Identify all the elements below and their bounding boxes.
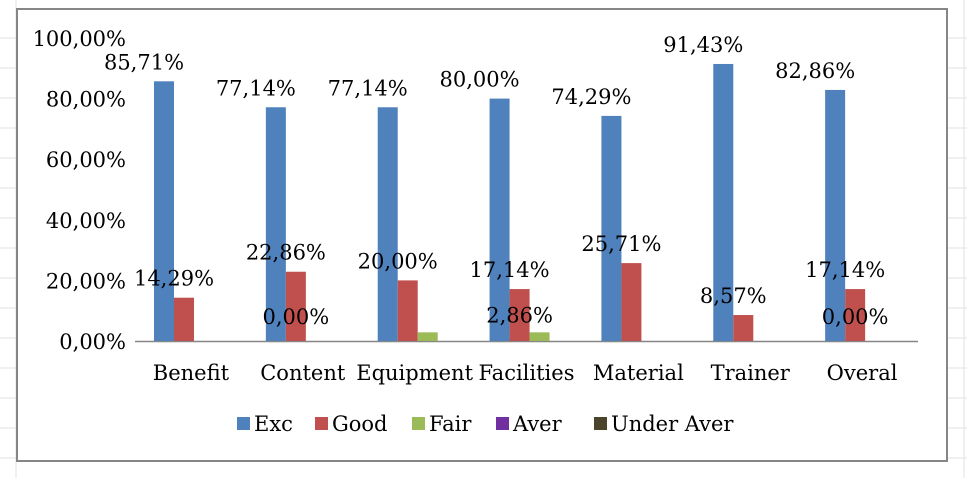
y-tick-label: 20,00% <box>46 269 126 293</box>
data-label-good: 8,57% <box>700 284 767 308</box>
bar-exc[interactable] <box>825 89 846 341</box>
x-tick-label: Material <box>593 361 684 385</box>
data-label-fair: 2,86% <box>486 303 553 327</box>
data-label-good: 17,14% <box>805 258 885 282</box>
data-label-exc: 74,29% <box>551 85 631 109</box>
bar-exc[interactable] <box>713 63 734 341</box>
legend-label[interactable]: Under Aver <box>611 412 734 436</box>
legend-label[interactable]: Exc <box>254 412 293 436</box>
y-tick-label: 0,00% <box>59 330 126 354</box>
data-label-exc: 85,71% <box>104 50 184 74</box>
bar-good[interactable] <box>621 263 642 341</box>
x-tick-label: Facilities <box>479 361 575 385</box>
legend-label[interactable]: Good <box>332 412 388 436</box>
bar-exc[interactable] <box>489 98 510 341</box>
bar-good[interactable] <box>397 280 418 341</box>
bars <box>154 63 866 341</box>
data-labels: 85,71% 77,14% 77,14% 80,00% 74,29% 91,43% 82,8… <box>104 33 889 329</box>
data-label-good: 20,00% <box>358 249 438 273</box>
data-label-fair: 0,00% <box>262 305 329 329</box>
bar-fair[interactable] <box>417 332 438 341</box>
axes: 0,00% 20,00% 40,00% 60,00% 80,00% 100,00% Bene… <box>33 27 918 385</box>
data-label-exc: 77,14% <box>328 76 408 100</box>
bar-exc[interactable] <box>601 115 622 341</box>
legend-swatch <box>594 417 607 430</box>
legend[interactable]: Exc Good Fair Aver Under Aver <box>237 412 734 436</box>
legend-label[interactable]: Fair <box>429 412 472 436</box>
bar-good[interactable] <box>733 315 754 341</box>
data-label-good: 25,71% <box>581 232 661 256</box>
legend-label[interactable]: Aver <box>512 412 563 436</box>
bar-good[interactable] <box>285 271 306 341</box>
y-tick-label: 40,00% <box>46 209 126 233</box>
bar-fair[interactable] <box>529 332 550 341</box>
data-label-exc: 80,00% <box>440 68 520 92</box>
data-label-exc: 77,14% <box>216 76 296 100</box>
legend-swatch <box>496 417 509 430</box>
bar-exc[interactable] <box>377 107 398 341</box>
x-tick-label: Benefit <box>153 361 230 385</box>
legend-swatch <box>412 417 425 430</box>
bar-exc[interactable] <box>265 107 286 341</box>
legend-swatch <box>237 417 250 430</box>
x-tick-label: Equipment <box>356 361 473 385</box>
x-tick-label: Content <box>260 361 346 385</box>
data-label-good: 14,29% <box>134 267 214 291</box>
bar-good[interactable] <box>845 289 866 341</box>
bar-exc[interactable] <box>154 81 174 341</box>
data-label-exc: 82,86% <box>775 59 855 83</box>
data-label-exc: 91,43% <box>663 33 743 57</box>
x-tick-label: Overal <box>827 361 898 385</box>
legend-swatch <box>315 417 328 430</box>
y-tick-label: 80,00% <box>46 88 126 112</box>
y-tick-label: 100,00% <box>33 27 126 51</box>
bar-good[interactable] <box>174 297 194 341</box>
data-label-good: 22,86% <box>246 241 326 265</box>
data-label-fair: 0,00% <box>822 305 889 329</box>
x-tick-label: Trainer <box>711 361 791 385</box>
data-label-good: 17,14% <box>470 258 550 282</box>
bar-good[interactable] <box>509 289 530 341</box>
y-tick-label: 60,00% <box>46 148 126 172</box>
